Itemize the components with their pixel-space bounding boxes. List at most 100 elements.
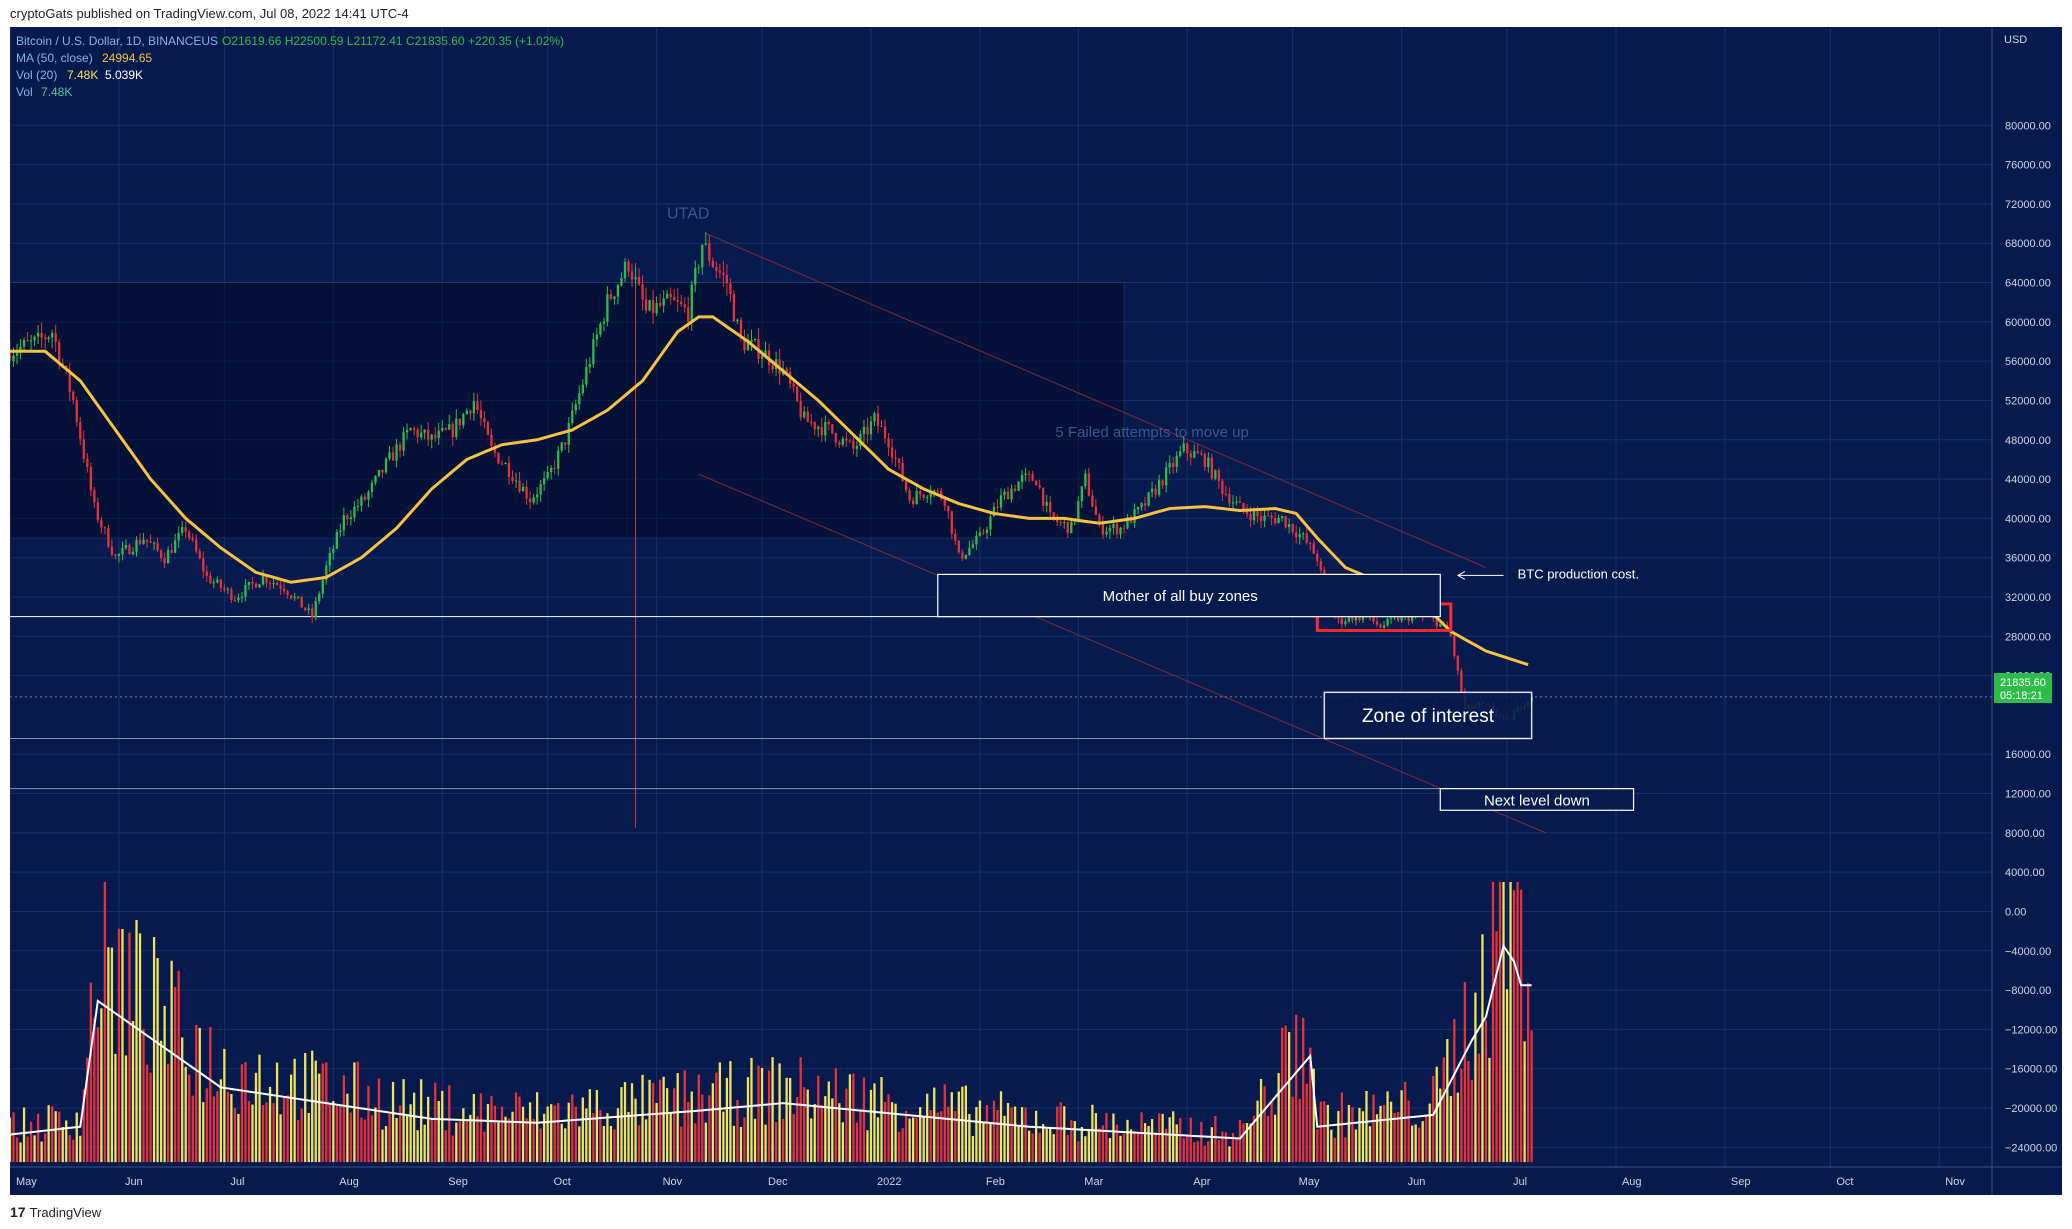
volume-bar: [623, 1082, 627, 1163]
candle: [1221, 480, 1224, 494]
volume-bar: [862, 1077, 866, 1163]
volume-bar: [585, 1108, 588, 1163]
candle: [1231, 502, 1235, 504]
volume-bar: [1161, 1113, 1164, 1163]
candle: [1386, 618, 1389, 626]
volume-bar: [1446, 1039, 1449, 1163]
volume-bar: [61, 1126, 64, 1163]
candle: [181, 527, 184, 534]
candle: [901, 462, 904, 482]
volume-bar: [300, 1108, 303, 1163]
legend-vol20-label: Vol (20): [16, 68, 57, 82]
volume-bar: [458, 1121, 461, 1163]
candle: [704, 243, 707, 245]
candle: [216, 579, 219, 583]
candle: [929, 493, 932, 498]
candle: [560, 442, 563, 451]
candle: [121, 547, 124, 555]
volume-bar: [697, 1074, 700, 1163]
volume-bar: [1129, 1129, 1133, 1163]
volume-bar: [521, 1106, 525, 1163]
candle: [233, 599, 237, 601]
volume-bar: [859, 1111, 862, 1163]
candle: [968, 547, 971, 555]
legend-vol-label: Vol: [16, 85, 33, 99]
candle: [581, 384, 584, 394]
volume-bar: [1361, 1111, 1365, 1163]
candle: [760, 355, 764, 359]
candle: [817, 426, 820, 430]
candle: [1389, 617, 1393, 619]
volume-bar: [1077, 1141, 1080, 1163]
volume-bar: [669, 1113, 672, 1163]
volume-bar: [1031, 1133, 1034, 1163]
volume-bar: [535, 1092, 539, 1163]
candle: [1161, 480, 1164, 486]
candle: [644, 299, 648, 311]
volume-bars: [10, 882, 1533, 1163]
volume-bar: [114, 1053, 117, 1163]
volume-bar: [1027, 1130, 1031, 1163]
volume-bar: [1207, 1141, 1210, 1163]
candle: [609, 294, 613, 299]
y-tick-label: 44000.00: [2005, 474, 2051, 486]
volume-bar: [855, 1122, 859, 1163]
volume-bar: [356, 1061, 360, 1163]
candle: [796, 386, 799, 401]
price-chart[interactable]: UTAD 5 Failed attempts to move up Mother o…: [10, 27, 2062, 1195]
candle: [275, 583, 279, 586]
candle: [1277, 518, 1280, 524]
candle: [1256, 511, 1259, 517]
volume-bar: [1003, 1115, 1006, 1163]
candle: [36, 333, 40, 337]
volume-bar: [251, 1104, 254, 1163]
trendline-lower: [698, 473, 1546, 834]
candle: [834, 433, 837, 443]
candle: [567, 423, 570, 445]
volume-bar: [138, 933, 142, 1163]
footer-brand[interactable]: TradingView: [29, 1204, 102, 1220]
candle: [904, 481, 908, 491]
volume-bar: [311, 1050, 314, 1163]
candle: [22, 340, 26, 347]
candle: [1411, 615, 1414, 622]
price-axis[interactable]: 80000.00 76000.00 72000.00 68000.00 64000.00…: [2005, 120, 2057, 1154]
volume-bar: [694, 1123, 697, 1163]
candle: [1305, 533, 1308, 543]
volume-bar: [978, 1100, 982, 1163]
volume-bar: [943, 1084, 946, 1163]
volume-bar: [838, 1103, 841, 1163]
volume-bar: [103, 882, 107, 1163]
volume-bar: [1196, 1140, 1199, 1163]
volume-bar: [1302, 1017, 1305, 1163]
volume-bar: [202, 1102, 205, 1163]
volume-bar: [374, 1107, 377, 1163]
volume-bar: [1400, 1090, 1403, 1163]
candle: [163, 557, 166, 564]
candle: [1224, 493, 1228, 495]
volume-bar: [704, 1122, 707, 1163]
candle: [1094, 506, 1098, 516]
candle: [1228, 494, 1231, 504]
volume-bar: [1403, 1081, 1407, 1163]
candle: [1340, 618, 1344, 625]
volume-bar: [75, 1112, 78, 1163]
volume-bar: [377, 1078, 381, 1163]
volume-bar: [444, 1130, 447, 1163]
volume-bar: [869, 1089, 873, 1163]
volume-bar: [441, 1090, 444, 1163]
candle: [342, 515, 345, 531]
range-shade: [10, 282, 1125, 539]
candle: [1309, 542, 1312, 544]
candle: [1172, 462, 1175, 467]
volume-bar: [1056, 1106, 1059, 1163]
candle: [1217, 470, 1221, 481]
time-axis[interactable]: May Jun Jul Aug Sep Oct Nov Dec 2022 Feb Mar Apr May…: [16, 1176, 1965, 1188]
candle: [1280, 516, 1284, 519]
volume-bar: [1252, 1115, 1256, 1163]
candle: [1182, 443, 1185, 452]
volume-bar: [658, 1079, 662, 1163]
volume-bar: [961, 1086, 964, 1163]
volume-bar: [451, 1135, 454, 1163]
volume-bar: [247, 1101, 251, 1163]
